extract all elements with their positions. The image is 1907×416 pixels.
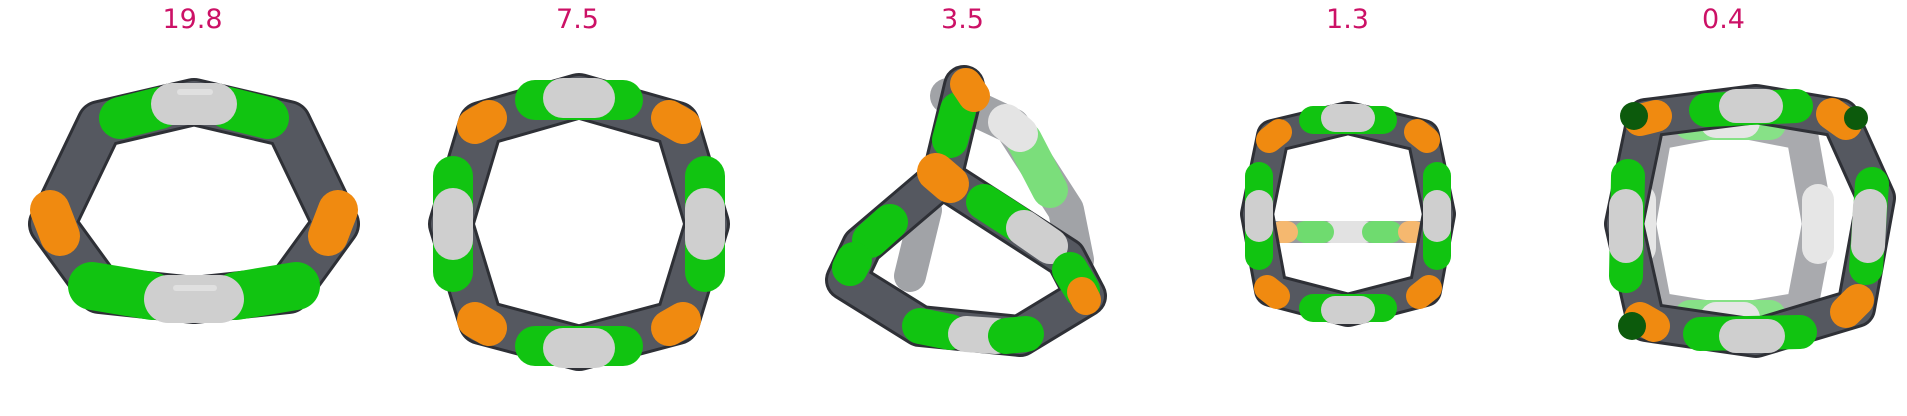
structure-panel-4: 1.3 <box>1155 0 1540 416</box>
cage-structure-4 <box>1240 101 1456 327</box>
panel-label-4: 1.3 <box>1326 4 1369 35</box>
panel-label-1: 19.8 <box>162 4 223 35</box>
end-cap <box>1620 102 1648 130</box>
panel-label-2: 7.5 <box>556 4 599 35</box>
end-cap <box>1618 312 1646 340</box>
structure-panel-3: 3.5 <box>770 0 1155 416</box>
structure-panel-5: 0.4 <box>1540 0 1907 416</box>
torus-structure-1 <box>28 78 360 324</box>
twisted-structure-3 <box>825 65 1107 357</box>
ring-structure-2 <box>428 73 730 371</box>
structure-panel-1: 19.8 <box>0 0 385 416</box>
panel-label-5: 0.4 <box>1702 4 1745 35</box>
structure-panel-2: 7.5 <box>385 0 770 416</box>
cage-structure-5 <box>1604 84 1896 358</box>
end-cap <box>1844 106 1868 130</box>
panel-label-3: 3.5 <box>941 4 984 35</box>
